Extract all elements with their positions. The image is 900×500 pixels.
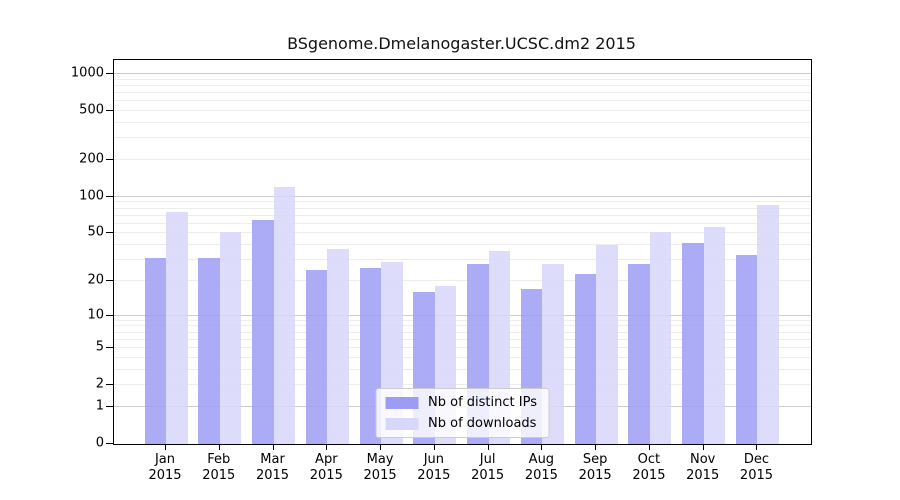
minor-gridline: [114, 356, 811, 358]
legend-label-downloads: Nb of downloads: [428, 416, 537, 431]
bar-feb-downloads: [219, 232, 242, 444]
y-tick-mark: [106, 73, 113, 75]
minor-gridline: [114, 259, 811, 261]
bar-dec-distinct-ips: [735, 255, 758, 444]
x-tick-label-apr: Apr 2015: [309, 452, 343, 483]
y-tick-label-10: 10: [87, 307, 104, 323]
y-tick-mark: [106, 232, 113, 234]
minor-gridline: [114, 84, 811, 86]
bar-sep-downloads: [596, 245, 618, 444]
y-tick-mark: [106, 279, 113, 281]
legend-item-distinct-ips: Nb of distinct IPs: [385, 395, 537, 410]
x-tick-mark: [380, 444, 382, 450]
major-gridline: [114, 73, 811, 75]
minor-gridline: [114, 347, 811, 349]
y-tick-label-20: 20: [87, 272, 104, 288]
minor-gridline: [114, 110, 811, 112]
x-tick-label-dec: Dec 2015: [739, 452, 774, 483]
bar-feb-distinct-ips: [198, 258, 220, 444]
bar-oct-downloads: [649, 232, 672, 444]
x-tick-label-mar: Mar 2015: [255, 452, 290, 483]
minor-gridline: [114, 207, 811, 209]
minor-gridline: [114, 159, 811, 161]
y-tick-mark: [106, 347, 113, 349]
bar-dec-downloads: [757, 205, 779, 444]
x-tick-mark: [595, 444, 597, 450]
y-tick-label-200: 200: [79, 151, 104, 167]
x-tick-label-aug: Aug 2015: [524, 452, 558, 483]
y-tick-label-100: 100: [79, 188, 104, 204]
x-tick-label-jun: Jun 2015: [417, 452, 451, 483]
y-tick-label-1: 1: [95, 398, 104, 414]
y-tick-label-1000: 1000: [70, 65, 104, 81]
major-gridline: [114, 314, 811, 316]
minor-gridline: [114, 137, 811, 139]
minor-gridline: [114, 384, 811, 386]
chart-title: BSgenome.Dmelanogaster.UCSC.dm2 2015: [287, 34, 636, 53]
legend-item-downloads: Nb of downloads: [385, 416, 537, 431]
minor-gridline: [114, 368, 811, 370]
bar-apr-downloads: [327, 249, 349, 444]
minor-gridline: [114, 122, 811, 124]
minor-gridline: [114, 78, 811, 80]
bar-mar-downloads: [273, 187, 296, 444]
bar-nov-downloads: [703, 226, 726, 444]
x-tick-mark: [218, 444, 220, 450]
minor-gridline: [114, 338, 811, 340]
y-tick-mark: [106, 405, 113, 407]
legend-swatch-distinct-ips: [385, 396, 419, 409]
bar-jan-distinct-ips: [144, 258, 166, 444]
x-tick-label-jan: Jan 2015: [148, 452, 182, 483]
minor-gridline: [114, 92, 811, 94]
x-tick-mark: [165, 444, 166, 450]
y-tick-mark: [106, 314, 113, 316]
y-tick-mark: [106, 443, 113, 444]
plot-area: Nb of distinct IPs Nb of downloads: [113, 59, 812, 445]
bar-nov-distinct-ips: [682, 242, 704, 444]
minor-gridline: [114, 319, 811, 321]
x-tick-label-may: May 2015: [363, 452, 397, 483]
bar-apr-distinct-ips: [305, 269, 328, 444]
minor-gridline: [114, 201, 811, 203]
x-tick-mark: [756, 444, 758, 450]
x-tick-label-jul: Jul 2015: [471, 452, 505, 483]
minor-gridline: [114, 232, 811, 234]
x-tick-mark: [433, 444, 435, 450]
y-tick-label-5: 5: [95, 339, 104, 355]
x-tick-mark: [487, 444, 489, 450]
major-gridline: [114, 195, 811, 197]
minor-gridline: [114, 279, 811, 281]
y-tick-label-500: 500: [79, 102, 104, 118]
y-tick-mark: [106, 110, 113, 112]
bar-sep-distinct-ips: [574, 273, 597, 444]
minor-gridline: [114, 100, 811, 102]
y-tick-mark: [106, 195, 113, 197]
x-tick-mark: [702, 444, 704, 450]
minor-gridline: [114, 222, 811, 224]
y-tick-mark: [106, 384, 113, 386]
x-tick-label-sep: Sep 2015: [578, 452, 612, 483]
legend-label-distinct-ips: Nb of distinct IPs: [428, 395, 537, 410]
legend: Nb of distinct IPs Nb of downloads: [375, 388, 550, 438]
y-tick-label-2: 2: [95, 376, 104, 392]
x-tick-label-feb: Feb 2015: [202, 452, 236, 483]
legend-swatch-downloads: [385, 417, 419, 430]
minor-gridline: [114, 244, 811, 246]
x-tick-mark: [326, 444, 328, 450]
y-tick-label-50: 50: [87, 224, 104, 240]
bar-mar-distinct-ips: [252, 219, 274, 444]
x-tick-mark: [272, 444, 274, 450]
minor-gridline: [114, 331, 811, 333]
x-tick-mark: [541, 444, 543, 450]
minor-gridline: [114, 214, 811, 216]
x-tick-mark: [648, 444, 650, 450]
y-tick-label-0: 0: [95, 435, 104, 451]
y-tick-mark: [106, 159, 113, 160]
x-tick-label-oct: Oct 2015: [632, 452, 666, 483]
bar-oct-distinct-ips: [628, 263, 650, 444]
bar-jan-downloads: [166, 212, 188, 444]
minor-gridline: [114, 325, 811, 327]
x-tick-label-nov: Nov 2015: [686, 452, 720, 483]
